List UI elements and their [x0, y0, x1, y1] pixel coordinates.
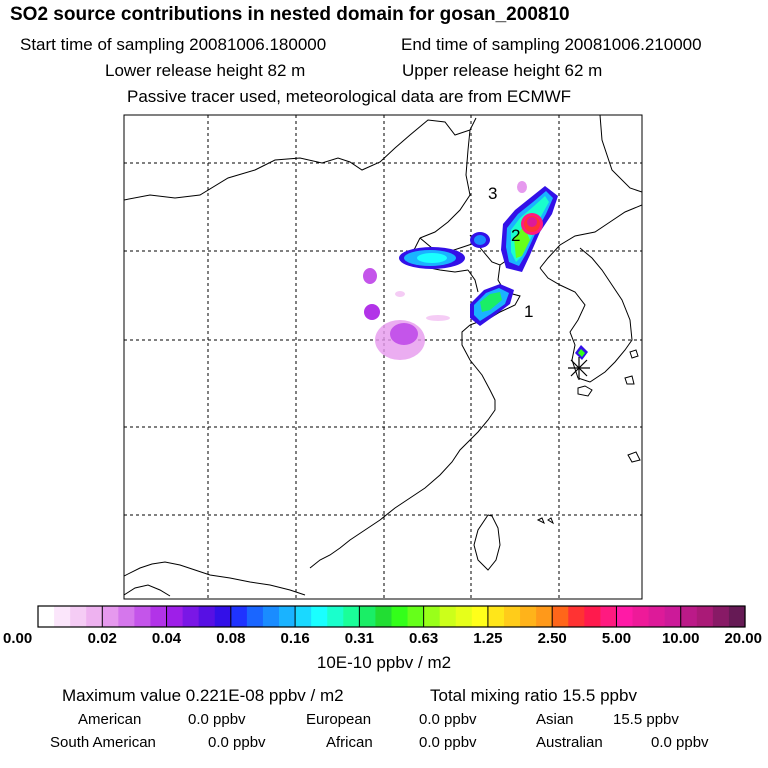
colorbar-cell [246, 606, 264, 627]
colorbar-cell [102, 606, 119, 627]
upper-release-height: Upper release height 62 m [402, 61, 603, 80]
colorbar-tick-label: 0.31 [344, 630, 374, 647]
colorbar-tick-label: 0.04 [151, 630, 182, 647]
colorbar-tick-label: 0.02 [87, 630, 117, 647]
colorbar-cell [150, 606, 168, 627]
colorbar-cell [600, 606, 618, 627]
concentration-plume [363, 181, 588, 360]
colorbar [38, 606, 746, 627]
colorbar-cell [471, 606, 489, 627]
colorbar-cell [70, 606, 87, 627]
source-label-3: 3 [488, 184, 497, 203]
colorbar-cell [279, 606, 296, 627]
colorbar-tick-label: 2.50 [537, 630, 567, 647]
map-frame [123, 114, 643, 600]
colorbar-cell [536, 606, 553, 627]
region-value-african: 0.0 ppbv [419, 734, 477, 751]
colorbar-cell [359, 606, 377, 627]
source-label-1: 1 [524, 302, 533, 321]
colorbar-cell [38, 606, 55, 627]
end-time: End time of sampling 20081006.210000 [401, 35, 702, 54]
colorbar-frame [37, 605, 746, 628]
colorbar-cell [134, 606, 152, 627]
colorbar-cell [230, 606, 248, 627]
total-mixing-ratio: Total mixing ratio 15.5 ppbv [430, 686, 637, 705]
region-value-south-american: 0.0 ppbv [208, 734, 266, 751]
chart-title: SO2 source contributions in nested domai… [10, 4, 570, 25]
colorbar-tick-lines [101, 606, 682, 627]
colorbar-cell [407, 606, 425, 627]
colorbar-cell [712, 606, 730, 627]
colorbar-cell [54, 606, 71, 627]
source-label-2: 2 [511, 226, 520, 245]
colorbar-unit: 10E-10 ppbv / m2 [316, 653, 452, 672]
colorbar-tick-label: 0.08 [216, 630, 246, 647]
colorbar-tick-label: 0.00 [3, 630, 33, 647]
region-label-asian: Asian [536, 711, 574, 728]
colorbar-cell [439, 606, 457, 627]
colorbar-cell [343, 606, 360, 627]
region-value-australian: 0.0 ppbv [651, 734, 709, 751]
colorbar-cell [198, 606, 216, 627]
region-label-australian: Australian [536, 734, 603, 751]
colorbar-cell [391, 606, 409, 627]
region-label-african: African [326, 734, 373, 751]
colorbar-cell [86, 606, 103, 627]
colorbar-cell [166, 606, 184, 627]
colorbar-cell [327, 606, 344, 627]
colorbar-tick-label: 1.25 [473, 630, 503, 647]
colorbar-cell [632, 606, 650, 627]
colorbar-cell [503, 606, 521, 627]
colorbar-cell [552, 606, 569, 627]
colorbar-cell [375, 606, 393, 627]
region-label-european: European [306, 711, 372, 728]
colorbar-cell [262, 606, 280, 627]
colorbar-cell [664, 606, 682, 627]
colorbar-cell [295, 606, 312, 627]
colorbar-cell [568, 606, 585, 627]
colorbar-cell [487, 606, 505, 627]
lower-release-height: Lower release height 82 m [105, 61, 306, 80]
receptor-marker [568, 357, 590, 380]
colorbar-cell [214, 606, 232, 627]
region-label-american: American [78, 711, 142, 728]
colorbar-cell [311, 606, 328, 627]
colorbar-cell [696, 606, 714, 627]
region-value-american: 0.0 ppbv [188, 711, 246, 728]
colorbar-cell [648, 606, 666, 627]
region-value-asian: 15.5 ppbv [613, 711, 679, 728]
colorbar-tick-label: 20.00 [724, 630, 762, 647]
tracer-note: Passive tracer used, meteorological data… [127, 87, 572, 106]
colorbar-tick-label: 10.00 [661, 630, 700, 647]
colorbar-cell [728, 606, 746, 627]
colorbar-cell [423, 606, 441, 627]
colorbar-tick-label: 0.63 [409, 630, 439, 647]
colorbar-cell [182, 606, 200, 627]
colorbar-tick-label: 5.00 [601, 630, 632, 647]
region-label-south-american: South American [50, 734, 156, 751]
colorbar-cell [455, 606, 473, 627]
colorbar-cell [118, 606, 136, 627]
colorbar-tick-label: 0.16 [280, 630, 310, 647]
colorbar-cell [520, 606, 537, 627]
colorbar-cell [680, 606, 698, 627]
colorbar-cell [616, 606, 634, 627]
maximum-value: Maximum value 0.221E-08 ppbv / m2 [62, 686, 344, 705]
colorbar-cell [584, 606, 601, 627]
start-time: Start time of sampling 20081006.180000 [20, 35, 327, 54]
region-value-european: 0.0 ppbv [419, 711, 477, 728]
